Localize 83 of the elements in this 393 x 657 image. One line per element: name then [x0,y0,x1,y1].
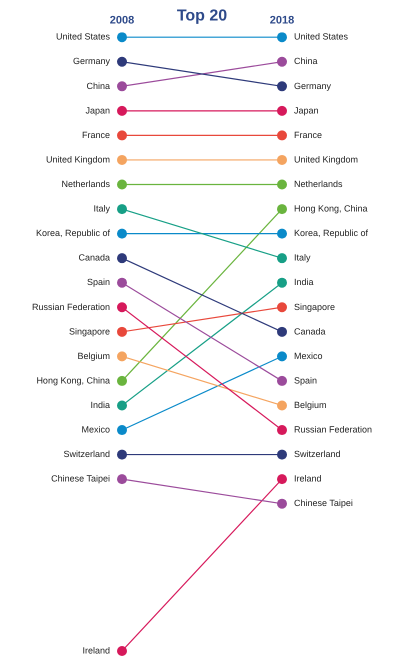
point [277,351,287,362]
point [277,278,287,288]
point [117,400,127,410]
point [117,32,127,42]
point [117,351,127,362]
point [277,228,287,239]
series-label: Russian Federation [294,424,372,435]
point [117,450,127,460]
point [117,56,127,67]
x-tick-label: 2008 [110,14,134,27]
point [277,400,287,410]
point [277,130,287,140]
text: Italy [93,204,110,214]
series-label: Italy [294,252,312,263]
text: Mexico [81,424,110,435]
text: Switzerland [63,449,110,460]
point [117,81,127,92]
text: Ireland [82,645,110,656]
point [277,376,287,386]
point [277,106,287,116]
series-label: Belgium [294,400,327,410]
point [117,180,127,190]
text: Russian Federation [32,302,110,312]
text: Netherlands [61,178,110,189]
point [277,81,287,92]
text: Hong Kong, China [36,375,110,386]
chart-title: Top 20 [176,7,228,24]
point [277,56,287,67]
text: Korea, Republic of [36,228,110,238]
series-label: India [294,277,314,288]
point [117,646,127,656]
series-label: Ireland [294,474,322,484]
series-label: France [294,130,322,140]
text: China [86,80,110,91]
text: Germany [72,56,110,66]
text: Japan [85,105,110,116]
point [117,130,127,140]
point [117,425,127,436]
point [277,474,287,484]
text: Singapore [68,326,110,336]
point [277,326,287,337]
series-label: Singapore [294,302,336,312]
series-label: Chinese Taipei [294,498,353,508]
point [117,376,127,386]
text: United States [56,32,110,42]
point [117,278,127,288]
point [117,474,127,484]
series-label: Japan [294,105,319,116]
point [117,106,127,116]
series-label: China [294,56,318,66]
series-label: Korea, Republic of [294,228,369,238]
series-label: Hong Kong, China [294,204,368,214]
point [277,425,287,436]
point [117,204,127,214]
text: Spain [86,277,110,288]
series-label: Netherlands [294,178,344,189]
text: Belgium [77,350,110,361]
text: Canada [78,252,110,263]
series-label: Spain [294,375,318,386]
point [117,302,127,312]
point [277,180,287,190]
text: Chinese Taipei [51,474,110,484]
series-label: United Kingdom [294,154,358,164]
point [277,302,287,312]
series-label: Mexico [294,350,323,361]
point [117,253,127,264]
x-tick-label: 2018 [270,14,294,27]
point [277,32,287,42]
point [277,253,287,264]
point [117,326,127,337]
text: France [82,130,110,140]
point [277,154,287,165]
series-label: Germany [294,80,332,91]
point [277,204,287,214]
text: India [90,400,110,410]
point [117,154,127,165]
series-label: United States [294,32,349,42]
point [277,498,287,509]
point [277,450,287,460]
series-label: Canada [294,326,326,336]
point [117,228,127,239]
series-label: Switzerland [294,449,341,460]
text: United Kingdom [46,154,110,164]
